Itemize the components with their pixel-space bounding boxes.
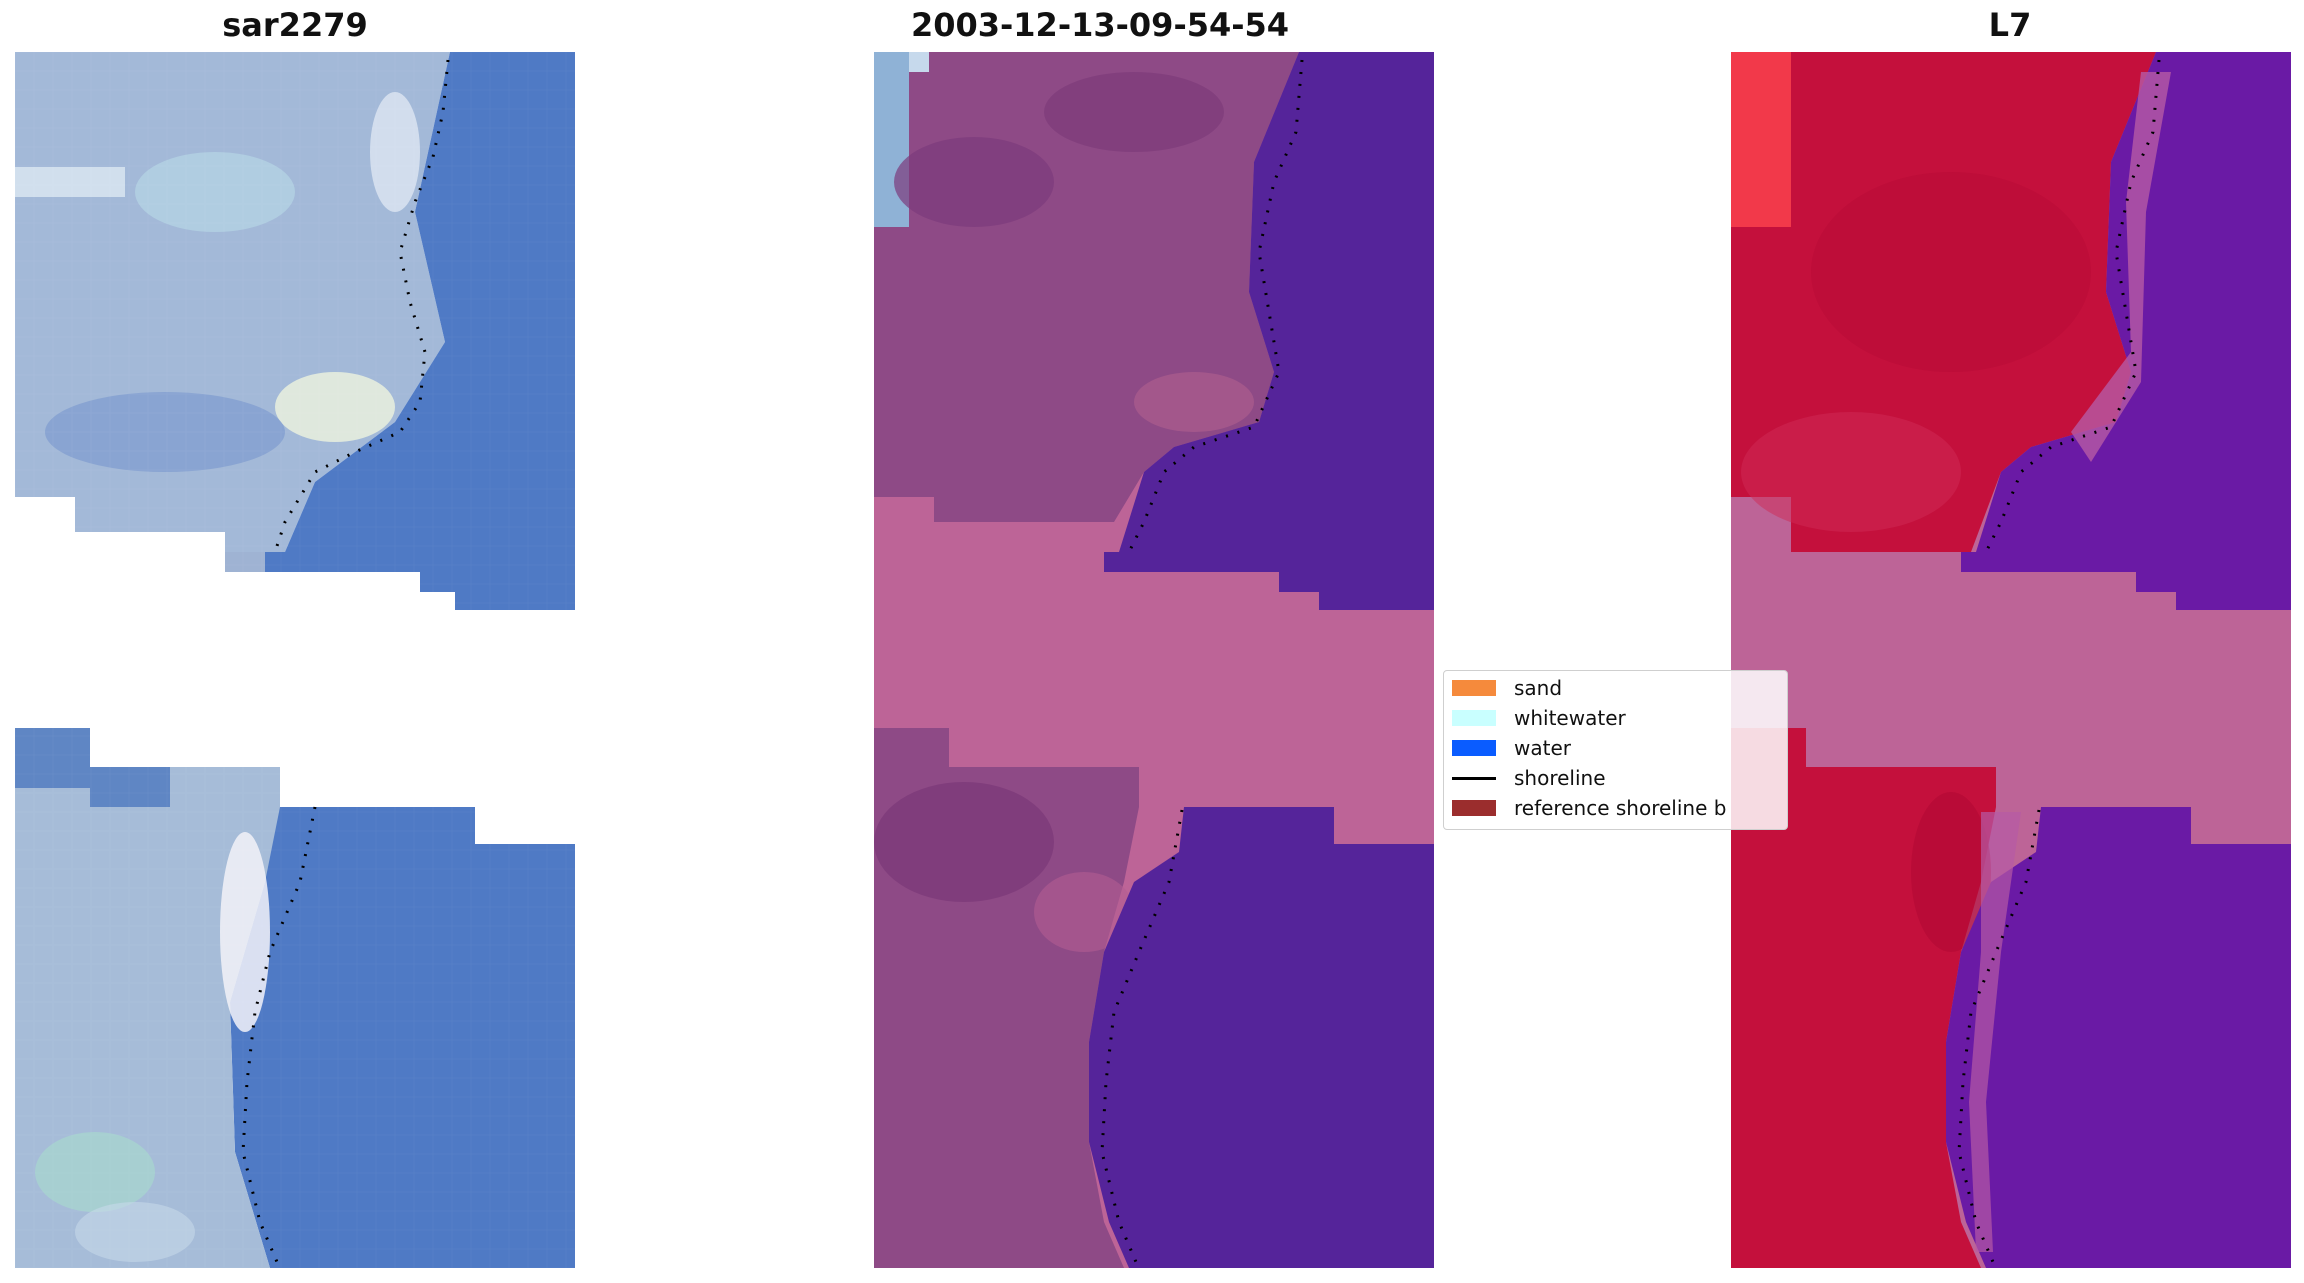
legend: sand whitewater water shoreline referenc… [1443,670,1788,830]
sand-swatch [1452,680,1496,696]
shoreline-line-swatch [1452,776,1496,780]
false-color-water-bottom [1946,807,2291,1268]
panel-title-false-color: L7 [1988,6,2032,44]
shoreline-classified-top [1127,59,1304,553]
shoreline-classified-bottom [1100,809,1184,1263]
shoreline-false-color-top [1984,59,2161,553]
legend-item-reference-shoreline: reference shoreline b [1452,793,1726,823]
shoreline-false-color-bottom [1957,809,2041,1263]
legend-item-whitewater: whitewater [1452,703,1626,733]
legend-label-whitewater: whitewater [1514,706,1626,730]
legend-item-sand: sand [1452,673,1562,703]
false-color-image-panel [1731,52,2291,1268]
classified-image-panel [874,52,1434,1268]
classified-water-top [1104,52,1434,610]
rgb-image-panel [15,52,575,1268]
panel-title-classified: 2003-12-13-09-54-54 [910,6,1290,44]
false-color-water-top [1961,52,2291,610]
legend-label-reference-shoreline: reference shoreline b [1514,796,1727,820]
legend-item-water: water [1452,733,1571,763]
legend-label-sand: sand [1514,676,1563,700]
legend-item-shoreline: shoreline [1452,763,1606,793]
panel-title-rgb: sar2279 [222,6,368,44]
legend-label-shoreline: shoreline [1514,766,1606,790]
water-swatch [1452,740,1496,756]
classified-water-bottom [1089,807,1434,1268]
reference-shoreline-swatch [1452,800,1496,816]
whitewater-swatch [1452,710,1496,726]
legend-label-water: water [1514,736,1571,760]
